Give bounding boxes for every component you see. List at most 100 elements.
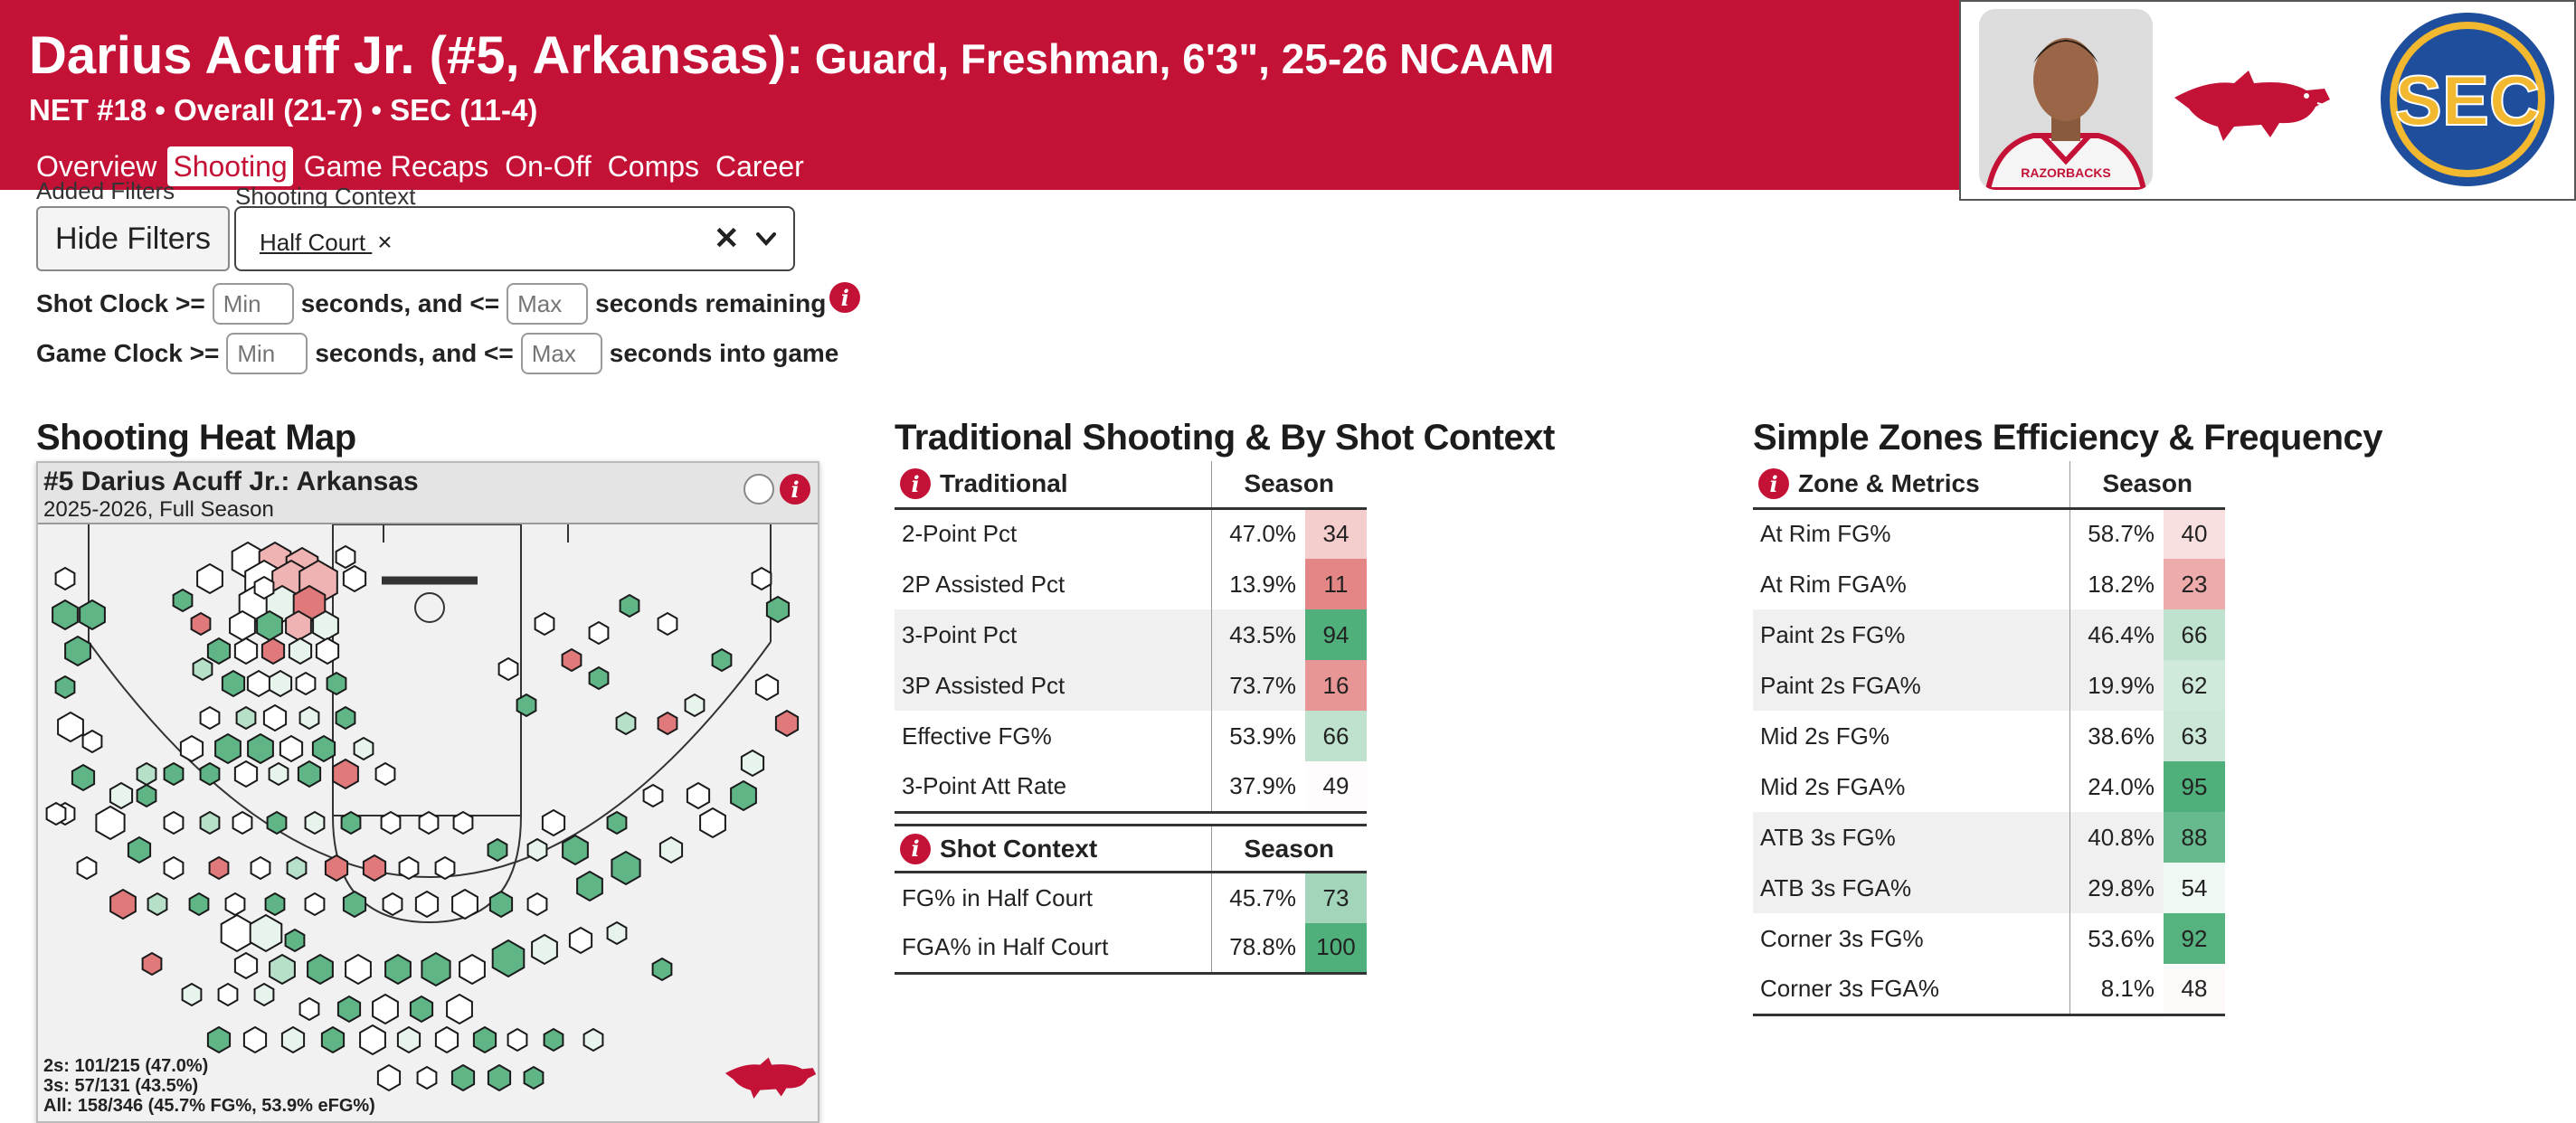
razorback-watermark-icon: [724, 1057, 817, 1099]
zones-row: At Rim FG% 58.7% 40: [1753, 508, 2225, 559]
shot-hex: [497, 656, 519, 682]
shot-hex: [141, 951, 163, 977]
hide-filters-button[interactable]: Hide Filters: [36, 206, 230, 271]
shot-hex: [342, 564, 367, 593]
traditional-season-header: Season: [1211, 461, 1367, 510]
shot-hex: [740, 749, 765, 778]
shot-hex: [658, 835, 684, 864]
game-clock-min-input[interactable]: [226, 333, 308, 374]
shot-hex: [172, 588, 194, 613]
chip-remove-icon[interactable]: ×: [377, 228, 393, 256]
traditional-info-icon[interactable]: i: [900, 468, 931, 500]
svg-text:RAZORBACKS: RAZORBACKS: [2021, 165, 2111, 180]
shot-hex: [196, 562, 223, 595]
shot-context-row: FG% in Half Court 45.7% 73: [895, 872, 1367, 923]
shot-hex: [285, 609, 312, 642]
tab-career[interactable]: Career: [715, 150, 804, 183]
stat-value: 78.8%: [1211, 922, 1305, 975]
shot-hex: [398, 855, 420, 881]
shot-hex: [192, 656, 213, 682]
shot-hex: [336, 995, 362, 1024]
shot-hex: [297, 760, 322, 788]
shot-hex: [304, 810, 326, 835]
shot-hex: [199, 810, 221, 835]
tab-on-off[interactable]: On-Off: [505, 150, 592, 183]
shot-hex: [434, 1025, 459, 1054]
shot-hex: [491, 939, 526, 978]
clear-select-icon[interactable]: ✕: [714, 222, 740, 256]
shot-hex: [526, 892, 548, 917]
shot-hexes: [45, 541, 800, 1092]
shot-context-header-label: Shot Context: [940, 834, 1098, 863]
game-clock-max-input[interactable]: [520, 333, 602, 374]
shot-clock-mid: seconds, and <=: [300, 289, 500, 317]
shot-hex: [561, 647, 582, 673]
shot-hex: [606, 920, 628, 946]
logo-panel: RAZORBACKS SEC: [1959, 0, 2576, 201]
shot-hex: [751, 566, 772, 591]
shot-hex: [288, 637, 313, 665]
tab-overview[interactable]: Overview: [36, 150, 157, 183]
shot-hex: [421, 951, 451, 987]
shot-hex: [214, 732, 242, 765]
tab-shooting[interactable]: Shooting: [166, 145, 295, 188]
zones-info-icon[interactable]: i: [1758, 468, 1789, 500]
shot-hex: [576, 870, 603, 902]
shot-hex: [588, 620, 610, 646]
zones-row: Mid 2s FGA% 24.0% 95: [1753, 761, 2225, 812]
traditional-table: i Traditional Season 2-Point Pct 47.0% 34 2P…: [895, 461, 1367, 814]
shot-hex: [57, 711, 84, 743]
chevron-down-icon[interactable]: [753, 226, 779, 251]
traditional-row: Effective FG% 53.9% 66: [895, 711, 1367, 761]
stat-percentile: 40: [2164, 508, 2225, 559]
shot-hex: [52, 599, 79, 631]
shot-hex: [247, 732, 274, 765]
shot-hex: [582, 1027, 604, 1052]
shot-hex: [256, 609, 283, 642]
tab-game-recaps[interactable]: Game Recaps: [303, 150, 489, 183]
stat-percentile: 48: [2164, 964, 2225, 1016]
shot-hex: [418, 810, 440, 835]
shot-context-info-icon[interactable]: i: [900, 833, 931, 864]
zones-header-label: Zone & Metrics: [1798, 469, 1980, 498]
shot-hex: [324, 854, 349, 882]
shot-hex: [541, 808, 566, 837]
shot-clock-prefix: Shot Clock >=: [36, 289, 205, 317]
shot-hex: [642, 783, 664, 808]
game-clock-suffix: seconds into game: [609, 339, 839, 367]
shot-clock-info-icon[interactable]: i: [829, 282, 861, 313]
shooting-context-select[interactable]: Half Court × ✕: [234, 206, 795, 271]
shot-hex: [280, 1025, 306, 1054]
shot-hex: [657, 611, 678, 637]
traditional-header-row: i Traditional Season: [895, 461, 1367, 510]
stat-value: 18.2%: [2088, 570, 2155, 598]
heatmap-section-title: Shooting Heat Map: [36, 418, 356, 458]
stat-label: 3P Assisted Pct: [895, 660, 1212, 711]
shot-hex: [269, 953, 296, 986]
shot-hex: [615, 711, 637, 736]
zones-row: ATB 3s FG% 40.8% 88: [1753, 812, 2225, 863]
stat-label: ATB 3s FGA%: [1753, 863, 2070, 913]
tab-comps[interactable]: Comps: [607, 150, 700, 183]
shot-hex: [416, 1065, 438, 1090]
svg-text:SEC: SEC: [2395, 61, 2540, 140]
shot-hex: [562, 834, 589, 866]
shot-hex: [179, 734, 204, 763]
shot-hex: [249, 913, 283, 953]
stat-percentile: 73: [1305, 872, 1367, 923]
shot-hex: [54, 566, 76, 591]
heatmap-toggle-button[interactable]: [743, 474, 774, 505]
stat-percentile: 66: [1305, 711, 1367, 761]
shot-hex: [54, 675, 76, 700]
stat-value: 19.9%: [2069, 660, 2164, 711]
shot-hex: [233, 951, 259, 980]
shot-hex: [516, 693, 537, 718]
shot-hex: [235, 705, 257, 731]
shot-clock-min-input[interactable]: [212, 283, 294, 325]
shot-clock-max-input[interactable]: [507, 283, 589, 325]
shot-hex: [298, 996, 320, 1022]
shot-hex: [163, 855, 185, 881]
shot-hex: [220, 913, 254, 953]
heatmap-info-icon[interactable]: i: [780, 474, 810, 505]
zones-rows: At Rim FG% 58.7% 40 At Rim FGA% 18.2% 23 Paint…: [1753, 508, 2225, 1016]
